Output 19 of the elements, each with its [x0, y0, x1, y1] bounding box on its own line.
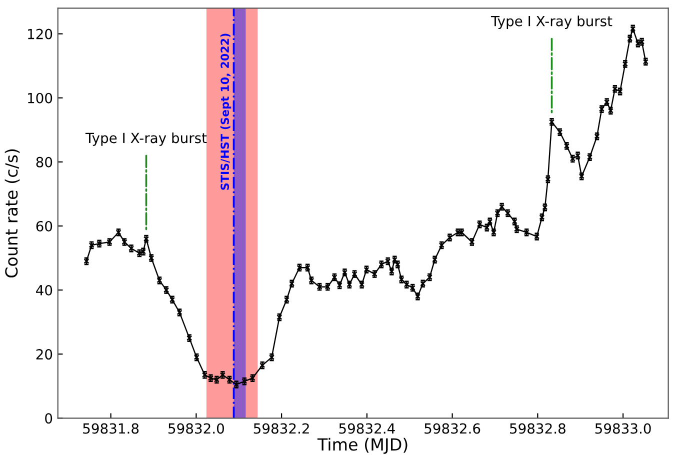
x-tick-label: 59832.6 — [424, 423, 480, 434]
annotation: Type I X-ray burst — [85, 132, 207, 146]
annotation: Type I X-ray burst — [490, 16, 612, 30]
y-tick-label: 120 — [28, 28, 52, 40]
y-tick-label: 100 — [28, 92, 52, 104]
x-tick-label: 59832.8 — [510, 423, 566, 434]
x-tick-label: 59832.2 — [254, 423, 309, 434]
x-tick-label: 59832.0 — [168, 423, 224, 434]
x-axis-title: Time (MJD) — [317, 438, 408, 454]
y-tick-label: 40 — [36, 285, 52, 296]
x-tick-label: 59832.4 — [339, 423, 395, 434]
y-axis-title: Count rate (c/s) — [4, 149, 20, 278]
y-tick-label: 60 — [36, 220, 52, 232]
y-tick-label: 20 — [36, 349, 52, 360]
y-tick-label: 0 — [45, 413, 52, 424]
y-tick-label: 80 — [36, 156, 52, 168]
ref-line-label: STIS/HST (Sept 10, 2022) — [220, 34, 232, 190]
x-tick-label: 59831.8 — [83, 423, 139, 434]
x-tick-label: 59833.0 — [595, 423, 651, 434]
